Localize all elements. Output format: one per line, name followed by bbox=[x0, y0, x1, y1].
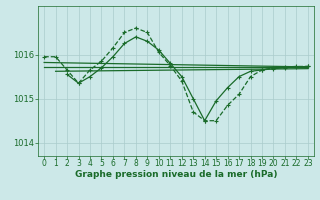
X-axis label: Graphe pression niveau de la mer (hPa): Graphe pression niveau de la mer (hPa) bbox=[75, 170, 277, 179]
